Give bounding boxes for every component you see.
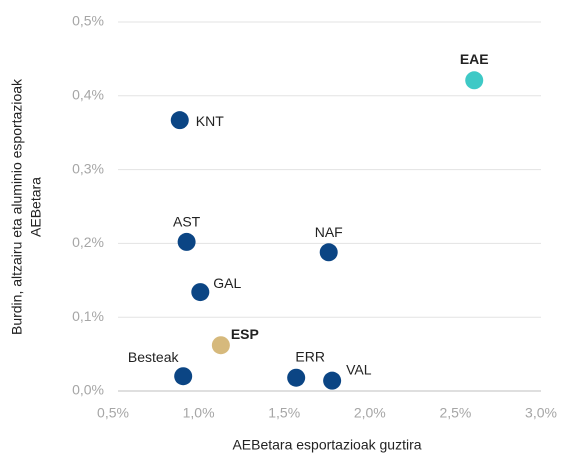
point	[319, 243, 338, 262]
point-label: ERR	[295, 348, 325, 364]
point-label: NAF	[315, 224, 343, 240]
point-label: AST	[173, 214, 201, 230]
y-tick-label: 0,5%	[72, 13, 104, 29]
point-label: KNT	[196, 113, 224, 129]
x-tick-label: 1,5%	[268, 405, 300, 421]
point-label: GAL	[213, 275, 241, 291]
point	[323, 371, 342, 390]
point	[174, 367, 193, 386]
x-tick-label: 1,0%	[183, 405, 215, 421]
x-tick-label: 2,5%	[439, 405, 471, 421]
point-label: VAL	[346, 361, 372, 377]
point	[465, 71, 484, 90]
x-tick-label: 3,0%	[525, 405, 557, 421]
y-axis-title-line: AEBetara	[28, 177, 44, 237]
point	[287, 368, 306, 387]
x-tick-label: 0,5%	[97, 405, 129, 421]
point-label: Besteak	[128, 349, 180, 365]
point-label: EAE	[460, 51, 489, 67]
y-tick-label: 0,3%	[72, 160, 104, 176]
y-axis-title: Burdin, altzairu eta aluminio esportazio…	[9, 78, 44, 335]
y-tick-label: 0,1%	[72, 308, 104, 324]
point	[211, 336, 230, 355]
point	[191, 283, 210, 302]
point	[177, 232, 196, 251]
point-label: ESP	[231, 326, 259, 342]
y-tick-label: 0,2%	[72, 234, 104, 250]
point	[170, 111, 189, 130]
y-tick-label: 0,0%	[72, 382, 104, 398]
x-tick-label: 2,0%	[354, 405, 386, 421]
x-axis-title: AEBetara esportazioak guztira	[232, 437, 421, 453]
y-axis-title-line: Burdin, altzairu eta aluminio esportazio…	[9, 78, 25, 335]
y-tick-label: 0,4%	[72, 87, 104, 103]
